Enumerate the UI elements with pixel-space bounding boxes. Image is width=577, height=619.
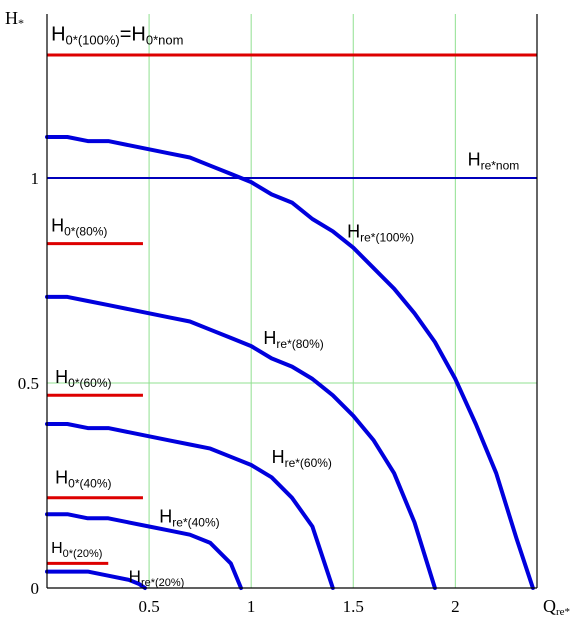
- label-hre-20: Hre*(20%): [129, 567, 185, 589]
- label-h0-60: H0*(60%): [55, 367, 111, 390]
- x-tick-label-1: 1: [247, 597, 256, 616]
- x-tick-label-0: 0.5: [138, 597, 159, 616]
- x-axis-label: Qre*: [543, 596, 570, 618]
- y-tick-label-2: 1: [31, 169, 40, 188]
- series-line-3: [45, 512, 243, 590]
- y-axis-label: H*: [5, 8, 24, 30]
- label-h0-100: H0*(100%)=H0*nom: [51, 24, 183, 48]
- label-hre-nom: Hre*nom: [468, 150, 520, 173]
- series-line-4: [45, 569, 147, 590]
- label-h0-40: H0*(40%): [55, 467, 111, 490]
- tick-labels: 0.5 1 1.5 2 0 0.5 1 H* Qre*: [5, 8, 570, 618]
- y-tick-label-1: 0.5: [18, 374, 39, 393]
- y-tick-label-0: 0: [31, 579, 40, 598]
- series-curves: [45, 135, 535, 590]
- label-hre-40: Hre*(40%): [159, 506, 219, 529]
- label-hre-100: Hre*(100%): [347, 221, 414, 244]
- label-h0-20: H0*(20%): [51, 540, 102, 560]
- label-hre-80: Hre*(80%): [263, 328, 323, 351]
- x-tick-label-2: 1.5: [343, 597, 364, 616]
- series-line-1: [45, 294, 437, 590]
- label-h0-80: H0*(80%): [51, 215, 107, 238]
- series-line-2: [45, 422, 335, 590]
- x-tick-label-3: 2: [451, 597, 460, 616]
- grid-lines: [47, 14, 537, 588]
- curve-labels: H0*(100%)=H0*nom Hre*nom Hre*(100%) H0*(80%…: [51, 24, 519, 589]
- series-line-0: [45, 135, 535, 590]
- label-hre-60: Hre*(60%): [272, 447, 332, 470]
- axes: [46, 14, 538, 589]
- reference-lines: [47, 53, 537, 565]
